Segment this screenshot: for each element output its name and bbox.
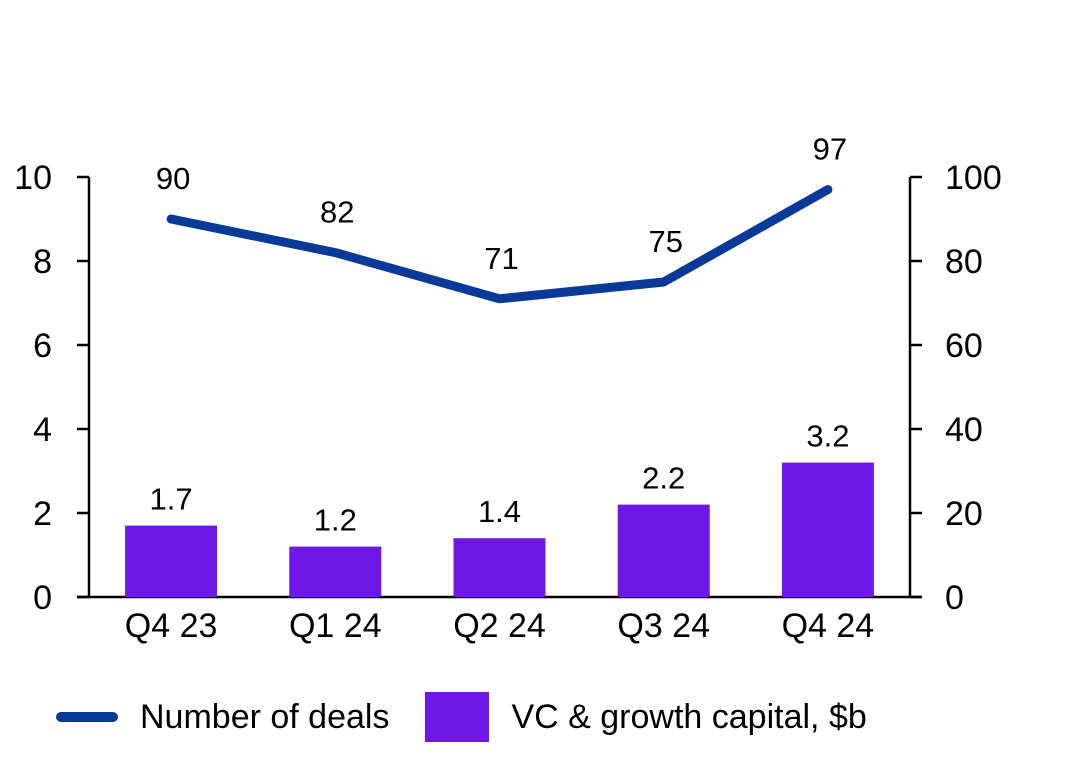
- x-tick-label: Q2 24: [453, 607, 546, 645]
- legend-line-icon: [56, 712, 118, 722]
- bar: [781, 462, 874, 597]
- bar-value-label: 3.2: [806, 419, 849, 454]
- legend: Number of deals VC & growth capital, $b: [56, 690, 867, 744]
- line-value-label: 71: [484, 241, 518, 276]
- bar: [125, 525, 218, 597]
- legend-label: Number of deals: [140, 697, 390, 736]
- right-tick-label: 20: [945, 495, 983, 533]
- legend-item-number-of-deals: Number of deals: [56, 698, 389, 737]
- bar-value-label: 2.2: [642, 461, 685, 496]
- line-series: [166, 185, 833, 304]
- right-tick-label: 40: [945, 411, 983, 449]
- bar-value-label: 1.7: [150, 482, 193, 517]
- left-tick-label: 0: [33, 579, 52, 617]
- bars: [125, 462, 874, 597]
- left-tick-label: 8: [33, 243, 52, 281]
- right-tick-label: 0: [945, 579, 964, 617]
- bar-value-label: 1.4: [478, 494, 521, 529]
- bar: [453, 538, 546, 597]
- bar-value-label: 1.2: [314, 503, 357, 538]
- x-tick-label: Q3 24: [617, 607, 710, 645]
- right-tick-label: 80: [945, 243, 983, 281]
- bar: [617, 504, 710, 597]
- line-value-label: 97: [813, 132, 847, 167]
- right-tick-label: 60: [945, 327, 983, 365]
- x-tick-label: Q1 24: [289, 607, 382, 645]
- line-value-label: 90: [156, 161, 190, 196]
- left-tick-label: 10: [14, 159, 52, 197]
- x-tick-label: Q4 24: [782, 607, 875, 645]
- data-labels: 1.7 1.2 1.4 2.2 3.2 90 82 71 75 97: [150, 132, 850, 538]
- legend-swatch-icon: [425, 692, 490, 742]
- x-tick-label: Q4 23: [125, 607, 218, 645]
- left-tick-label: 4: [33, 411, 52, 449]
- line-value-label: 75: [648, 224, 682, 259]
- bar: [289, 546, 382, 597]
- right-tick-label: 100: [945, 159, 1002, 197]
- legend-label: VC & growth capital, $b: [511, 697, 867, 736]
- left-tick-label: 2: [33, 495, 52, 533]
- left-tick-label: 6: [33, 327, 52, 365]
- legend-item-vc-growth-capital: VC & growth capital, $b: [389, 692, 867, 742]
- line-value-label: 82: [320, 195, 354, 230]
